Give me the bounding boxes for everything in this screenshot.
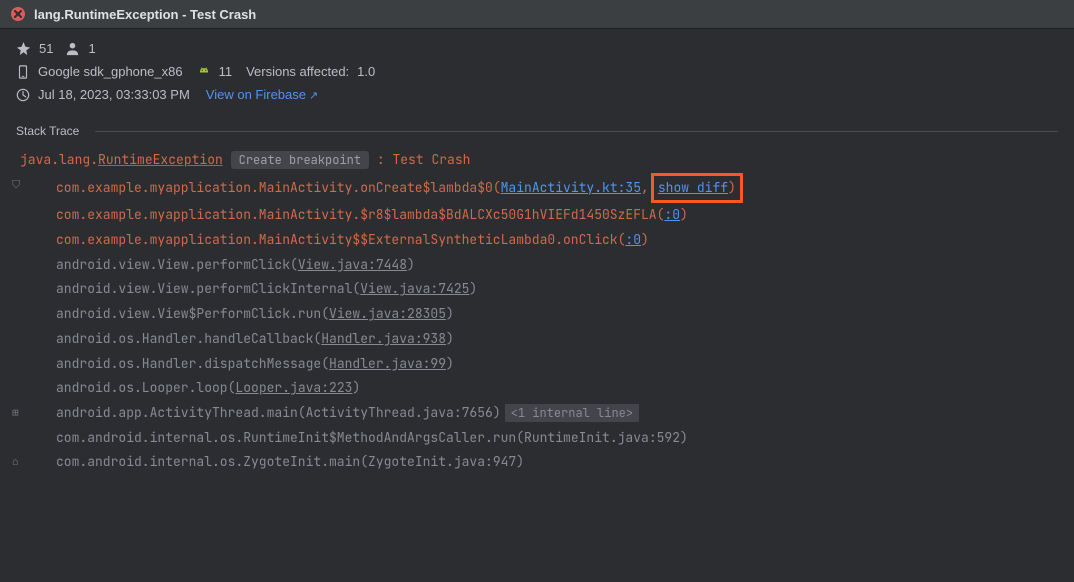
stats-row: 51 1: [16, 41, 1058, 56]
exception-line: java.lang.RuntimeException Create breakp…: [20, 148, 1058, 173]
user-count: 1: [88, 41, 95, 56]
stack-trace: java.lang.RuntimeException Create breakp…: [0, 142, 1074, 491]
frame-method: android.os.Looper.loop: [56, 379, 228, 396]
frame-method: com.example.myapplication.MainActivity.o…: [56, 179, 493, 196]
stack-frame: android.os.Looper.loop(Looper.java:223): [20, 376, 1058, 401]
timestamp-row: Jul 18, 2023, 03:33:03 PM View on Fireba…: [16, 87, 1058, 102]
frame-location: RuntimeInit.java:592: [524, 429, 680, 446]
frame-location[interactable]: View.java:28305: [329, 305, 446, 322]
stack-frame: android.os.Handler.dispatchMessage(Handl…: [20, 352, 1058, 377]
frame-location[interactable]: View.java:7425: [360, 280, 469, 297]
error-icon: [10, 6, 26, 22]
stack-trace-header: Stack Trace: [0, 120, 1074, 142]
exception-package: java.lang.: [20, 151, 98, 168]
crash-count: 51: [39, 41, 53, 56]
device-row: Google sdk_gphone_x86 11 Versions affect…: [16, 64, 1058, 79]
frame-location[interactable]: :0: [664, 206, 680, 223]
frame-method: com.android.internal.os.RuntimeInit$Meth…: [56, 429, 516, 446]
device-icon: [16, 65, 30, 79]
frame-location[interactable]: View.java:7448: [298, 256, 407, 273]
stack-frame: ⌂com.android.internal.os.ZygoteInit.main…: [20, 450, 1058, 475]
stack-frame: com.example.myapplication.MainActivity.$…: [20, 203, 1058, 228]
panel-title: lang.RuntimeException - Test Crash: [34, 7, 256, 22]
versions-value: 1.0: [357, 64, 375, 79]
frame-location[interactable]: :0: [625, 231, 641, 248]
frame-method: com.example.myapplication.MainActivity$$…: [56, 231, 618, 248]
frame-location[interactable]: Handler.java:938: [321, 330, 446, 347]
android-api: 11: [219, 64, 233, 79]
meta-section: 51 1 Google sdk_gphone_x86 11 Versions a…: [0, 29, 1074, 120]
frame-method: android.os.Handler.dispatchMessage: [56, 355, 321, 372]
title-bar: lang.RuntimeException - Test Crash: [0, 0, 1074, 29]
frame-method: android.view.View.performClickInternal: [56, 280, 352, 297]
device-name: Google sdk_gphone_x86: [38, 64, 183, 79]
exception-class[interactable]: RuntimeException: [98, 151, 223, 168]
stack-frame: com.android.internal.os.RuntimeInit$Meth…: [20, 426, 1058, 451]
stack-frame: android.view.View.performClickInternal(V…: [20, 277, 1058, 302]
frame-location[interactable]: MainActivity.kt:35: [501, 179, 641, 196]
stack-frame: android.view.View$PerformClick.run(View.…: [20, 302, 1058, 327]
exception-colon: :: [369, 151, 392, 168]
timestamp: Jul 18, 2023, 03:33:03 PM: [38, 87, 190, 102]
internal-lines-badge[interactable]: <1 internal line>: [505, 404, 639, 422]
show-diff-link[interactable]: show diff: [658, 179, 728, 196]
versions-label: Versions affected:: [246, 64, 349, 79]
frame-location: ZygoteInit.java:947: [368, 453, 516, 470]
stack-frame: ⛉com.example.myapplication.MainActivity.…: [20, 173, 1058, 204]
expand-gutter-icon[interactable]: ⊞: [12, 403, 19, 424]
home-gutter-icon[interactable]: ⌂: [12, 452, 19, 473]
frame-location: ActivityThread.java:7656: [306, 404, 493, 421]
stack-frame: android.view.View.performClick(View.java…: [20, 253, 1058, 278]
create-breakpoint-button[interactable]: Create breakpoint: [231, 151, 369, 169]
frame-method: com.android.internal.os.ZygoteInit.main: [56, 453, 360, 470]
frame-location[interactable]: Handler.java:99: [329, 355, 446, 372]
frame-method: android.view.View$PerformClick.run: [56, 305, 321, 322]
exception-message: Test Crash: [392, 151, 470, 168]
stack-frame: android.os.Handler.handleCallback(Handle…: [20, 327, 1058, 352]
crash-icon: [16, 41, 31, 56]
android-icon: [197, 65, 211, 79]
stack-frame: com.example.myapplication.MainActivity$$…: [20, 228, 1058, 253]
frame-method: com.example.myapplication.MainActivity.$…: [56, 206, 657, 223]
show-diff-highlight: show diff): [651, 173, 743, 204]
frame-location[interactable]: Looper.java:223: [235, 379, 352, 396]
user-icon: [65, 41, 80, 56]
firebase-link[interactable]: View on Firebase: [206, 87, 319, 102]
shield-gutter-icon[interactable]: ⛉: [12, 175, 20, 196]
clock-icon: [16, 88, 30, 102]
frame-method: android.view.View.performClick: [56, 256, 290, 273]
stack-frame: ⊞android.app.ActivityThread.main(Activit…: [20, 401, 1058, 426]
frame-method: android.app.ActivityThread.main: [56, 404, 298, 421]
frame-method: android.os.Handler.handleCallback: [56, 330, 313, 347]
